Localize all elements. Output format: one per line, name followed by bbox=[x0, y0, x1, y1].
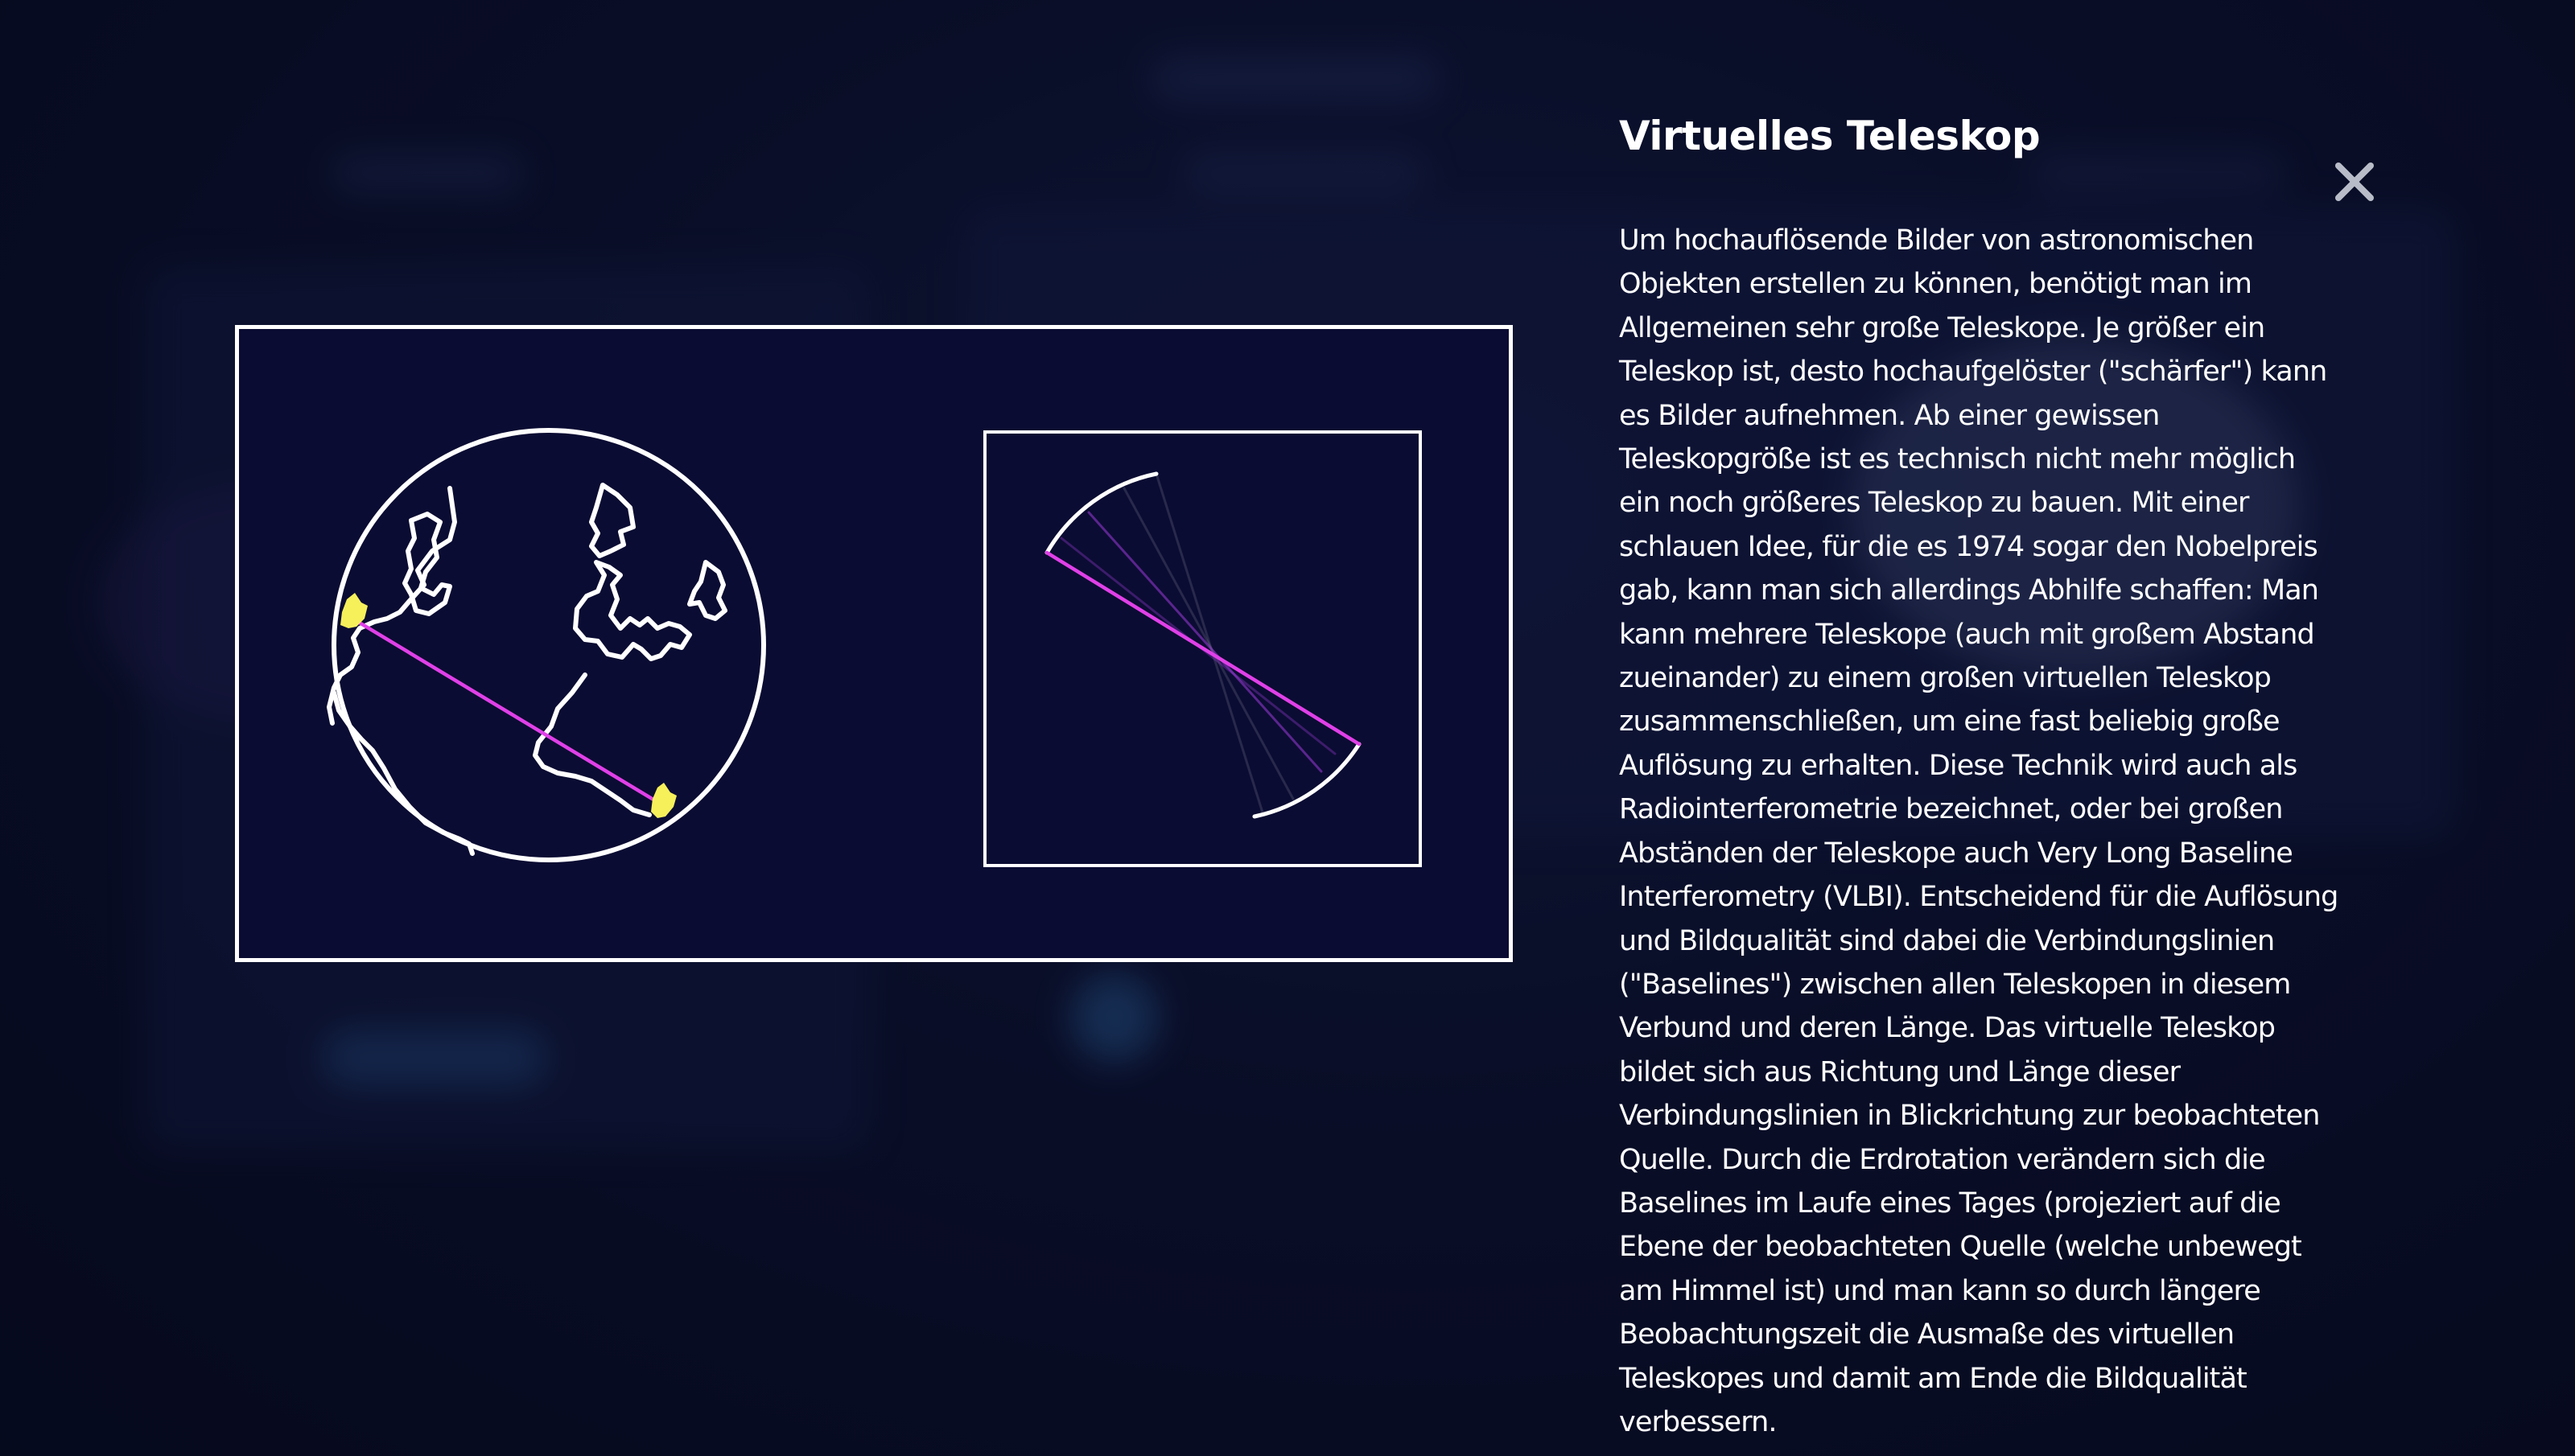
vlbi-illustration-svg bbox=[327, 428, 1422, 867]
telescope-marker-left bbox=[340, 593, 368, 628]
bg-button bbox=[322, 1030, 547, 1086]
vlbi-illustration bbox=[235, 325, 1513, 962]
telescope-marker-right bbox=[651, 783, 677, 818]
continent-greenland bbox=[402, 512, 452, 616]
close-button[interactable] bbox=[2326, 153, 2383, 211]
continent-scandinavia bbox=[687, 560, 727, 621]
bg-nav-pill-right bbox=[2028, 153, 2285, 193]
baseline-trace-2 bbox=[1123, 487, 1295, 800]
close-icon[interactable] bbox=[2334, 161, 2375, 203]
baseline-trace-3 bbox=[1087, 511, 1323, 773]
bg-nav-pill-mid bbox=[1183, 153, 1424, 193]
bg-glow-large bbox=[1851, 338, 2301, 676]
virtual-telescope-diagram bbox=[1044, 471, 1362, 819]
uv-arc-top bbox=[1044, 471, 1159, 555]
globe-icon bbox=[327, 428, 766, 862]
globe-outline bbox=[332, 428, 766, 862]
continent-europe bbox=[589, 483, 636, 558]
continent-africa bbox=[533, 672, 652, 817]
continent-south-america bbox=[332, 690, 475, 856]
baseline-trace-1 bbox=[1155, 472, 1264, 814]
virtual-baseline bbox=[1044, 550, 1362, 747]
uv-arc-bottom bbox=[1252, 742, 1362, 819]
bg-glow-dot bbox=[1070, 973, 1159, 1062]
virtual-telescope-frame bbox=[983, 430, 1422, 867]
bg-header-pill bbox=[1151, 56, 1440, 101]
telescope-marker-icon bbox=[340, 593, 677, 818]
dialog-title: Virtuelles Teleskop bbox=[1619, 113, 2041, 159]
bg-nav-pill-left bbox=[330, 153, 523, 193]
continent-europe-mainland bbox=[573, 560, 692, 661]
dialog-body-text: Um hochauflösende Bilder von astronomisc… bbox=[1619, 224, 2338, 1438]
earth-baseline bbox=[348, 615, 667, 808]
